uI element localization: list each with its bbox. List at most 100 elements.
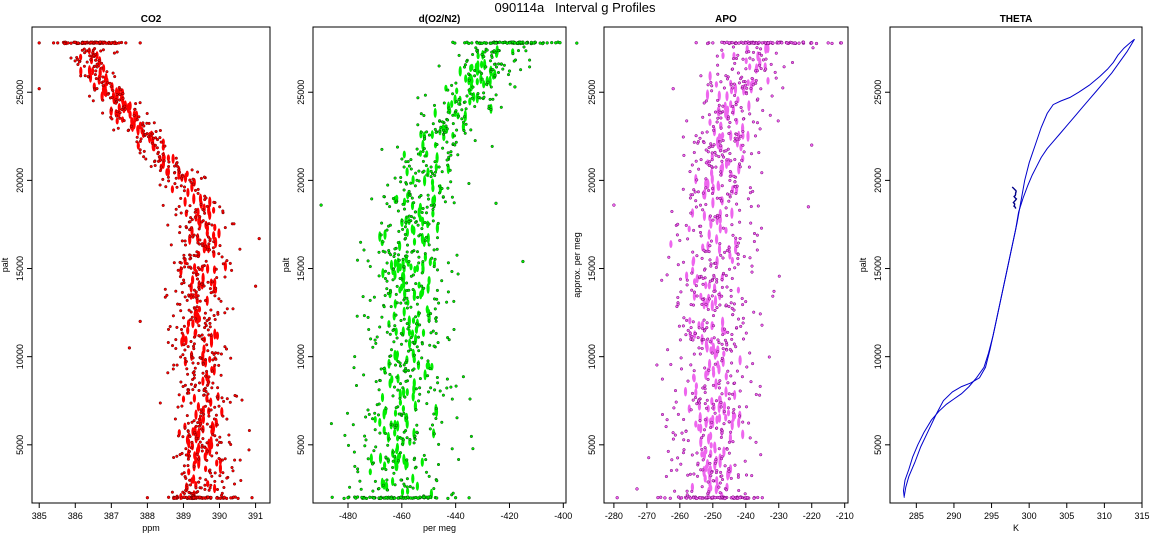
sample-cluster xyxy=(730,419,734,431)
level-sample xyxy=(757,40,761,45)
sample-cluster xyxy=(171,153,175,164)
sample-cluster xyxy=(715,415,719,425)
sample-point xyxy=(439,125,443,129)
sample-point xyxy=(436,381,440,385)
sample-point xyxy=(193,215,197,219)
sample-point xyxy=(427,222,431,226)
sample-point xyxy=(709,474,713,478)
sample-point xyxy=(757,51,762,55)
y-tick-label: 5000 xyxy=(296,435,306,455)
sample-point xyxy=(491,68,495,72)
sample-point xyxy=(444,124,448,128)
sample-point xyxy=(386,291,390,295)
sample-point xyxy=(686,473,690,477)
sample-point xyxy=(187,454,192,458)
sample-point xyxy=(660,412,665,417)
sample-point xyxy=(412,458,416,462)
sample-point xyxy=(189,226,193,230)
sample-point xyxy=(247,428,251,433)
sample-point xyxy=(191,361,195,365)
sample-point xyxy=(425,205,429,209)
sample-point xyxy=(198,440,202,444)
sample-point xyxy=(722,327,726,331)
sample-point xyxy=(441,195,445,199)
sample-point xyxy=(178,225,182,229)
sample-point xyxy=(398,396,402,400)
sample-point xyxy=(422,286,426,290)
sample-point xyxy=(395,145,400,149)
sample-point xyxy=(169,243,173,247)
sample-point xyxy=(389,354,393,358)
sample-point xyxy=(731,411,735,415)
sample-point xyxy=(755,233,759,237)
sample-point xyxy=(465,94,469,98)
sample-point xyxy=(374,445,378,449)
sample-point xyxy=(210,223,214,227)
y-tick-label: 25000 xyxy=(873,80,883,105)
level-sample xyxy=(688,496,693,500)
sample-point xyxy=(717,292,721,296)
sample-cluster xyxy=(212,231,216,241)
sample-cluster xyxy=(699,423,703,434)
sample-point xyxy=(708,279,712,283)
sample-point xyxy=(177,393,181,397)
sample-cluster xyxy=(220,407,224,417)
sample-point xyxy=(366,259,370,263)
sample-point xyxy=(409,167,413,171)
sample-point xyxy=(432,412,436,416)
sample-point xyxy=(736,317,741,321)
x-tick-label: -400 xyxy=(554,511,572,521)
sample-point xyxy=(710,84,714,88)
sample-point xyxy=(201,362,205,366)
sample-point xyxy=(432,297,437,301)
sample-point xyxy=(228,261,232,265)
sample-point xyxy=(191,388,195,392)
sample-point xyxy=(733,185,738,189)
sample-cluster xyxy=(128,101,132,111)
sample-point xyxy=(717,382,721,386)
sample-point xyxy=(407,220,411,224)
level-sample xyxy=(698,496,702,500)
outlier-point xyxy=(257,236,261,241)
sample-cluster xyxy=(718,223,722,234)
sample-point xyxy=(414,322,418,326)
sample-point xyxy=(437,442,441,446)
sample-point xyxy=(192,342,196,346)
x-tick-label: -250 xyxy=(704,511,722,521)
sample-point xyxy=(114,101,118,105)
level-sample xyxy=(76,41,80,45)
sample-cluster xyxy=(395,350,399,359)
sample-point xyxy=(184,447,188,451)
outlier-point xyxy=(127,346,132,350)
sample-cluster xyxy=(417,281,421,289)
sample-cluster xyxy=(715,481,720,492)
outlier-point xyxy=(145,496,150,500)
sample-cluster xyxy=(215,331,219,340)
sample-point xyxy=(405,250,409,254)
sample-point xyxy=(455,100,459,104)
sample-point xyxy=(713,461,718,465)
sample-point xyxy=(383,293,387,298)
sample-cluster xyxy=(706,404,710,413)
sample-cluster xyxy=(396,434,400,442)
sample-point xyxy=(758,312,762,316)
sample-point xyxy=(199,414,203,418)
sample-point xyxy=(221,209,225,213)
sample-cluster xyxy=(704,338,709,350)
sample-point xyxy=(191,371,195,375)
sample-point xyxy=(417,311,422,315)
sample-point xyxy=(215,451,219,455)
sample-point xyxy=(734,345,738,349)
outlier-point xyxy=(51,41,56,45)
sample-point xyxy=(483,50,487,54)
sample-cluster xyxy=(694,388,698,397)
sample-point xyxy=(730,332,734,337)
sample-cluster xyxy=(213,483,217,494)
sample-point xyxy=(112,51,116,55)
sample-point xyxy=(204,478,208,482)
sample-cluster xyxy=(381,268,385,279)
sample-cluster xyxy=(697,402,702,411)
sample-cluster xyxy=(411,175,415,185)
sample-point xyxy=(747,50,751,54)
sample-point xyxy=(727,469,731,473)
